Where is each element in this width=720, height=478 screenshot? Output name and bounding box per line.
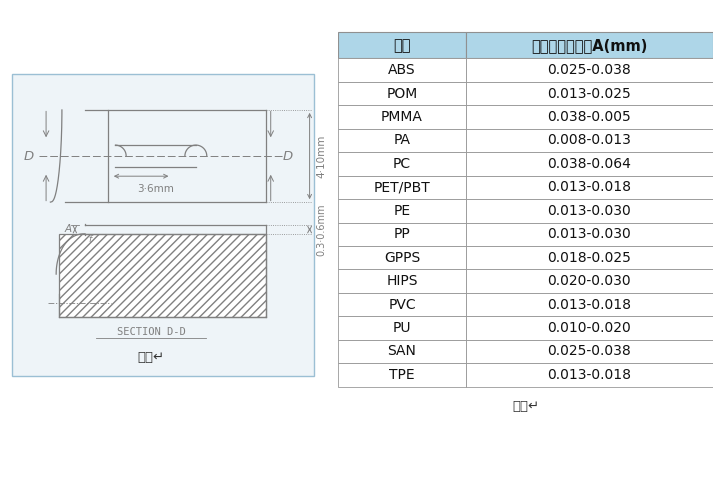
Text: POM: POM bbox=[387, 87, 418, 100]
Bar bbox=[466, 129, 713, 152]
Bar bbox=[338, 82, 466, 105]
Text: 0.025-0.038: 0.025-0.038 bbox=[547, 63, 631, 77]
Bar bbox=[466, 293, 713, 316]
Bar bbox=[466, 223, 713, 246]
Text: 0.013-0.018: 0.013-0.018 bbox=[547, 180, 631, 195]
Text: 0.013-0.030: 0.013-0.030 bbox=[547, 227, 631, 241]
Text: 胶料: 胶料 bbox=[393, 38, 411, 53]
Bar bbox=[338, 152, 466, 175]
Bar bbox=[466, 199, 713, 223]
Text: D: D bbox=[283, 150, 293, 163]
Text: PVC: PVC bbox=[388, 298, 416, 312]
Bar bbox=[466, 82, 713, 105]
Text: 图一↵: 图一↵ bbox=[138, 351, 165, 364]
Text: 0.013-0.018: 0.013-0.018 bbox=[547, 298, 631, 312]
Text: 0.008-0.013: 0.008-0.013 bbox=[547, 133, 631, 148]
Bar bbox=[466, 152, 713, 175]
Bar bbox=[466, 340, 713, 363]
Text: 排气槽前端尺寸A(mm): 排气槽前端尺寸A(mm) bbox=[531, 38, 647, 53]
Bar bbox=[338, 340, 466, 363]
Text: 0.010-0.020: 0.010-0.020 bbox=[547, 321, 631, 335]
Text: 0.025-0.038: 0.025-0.038 bbox=[547, 345, 631, 358]
Text: D: D bbox=[24, 150, 34, 163]
Text: ABS: ABS bbox=[388, 63, 416, 77]
Text: 0.018-0.025: 0.018-0.025 bbox=[547, 250, 631, 265]
Text: PE: PE bbox=[394, 204, 410, 218]
Bar bbox=[338, 199, 466, 223]
Text: 0.3·0.6mm: 0.3·0.6mm bbox=[317, 203, 327, 256]
Bar bbox=[466, 246, 713, 270]
Text: GPPS: GPPS bbox=[384, 250, 420, 265]
Text: PC: PC bbox=[393, 157, 411, 171]
Text: SECTION D-D: SECTION D-D bbox=[117, 326, 186, 337]
Bar bbox=[338, 270, 466, 293]
Text: 0.013-0.018: 0.013-0.018 bbox=[547, 368, 631, 382]
Text: TPE: TPE bbox=[390, 368, 415, 382]
Text: HIPS: HIPS bbox=[387, 274, 418, 288]
Bar bbox=[59, 234, 266, 317]
Text: 0.020-0.030: 0.020-0.030 bbox=[547, 274, 631, 288]
Bar bbox=[338, 129, 466, 152]
Text: PET/PBT: PET/PBT bbox=[374, 180, 431, 195]
Bar bbox=[466, 32, 713, 58]
Text: SAN: SAN bbox=[387, 345, 416, 358]
Bar bbox=[466, 316, 713, 340]
Bar bbox=[338, 58, 466, 82]
Bar bbox=[338, 363, 466, 387]
Text: 表一↵: 表一↵ bbox=[512, 401, 539, 413]
Bar bbox=[338, 246, 466, 270]
Bar bbox=[338, 223, 466, 246]
Bar bbox=[338, 293, 466, 316]
Text: 0.013-0.025: 0.013-0.025 bbox=[547, 87, 631, 100]
Text: 0.038-0.064: 0.038-0.064 bbox=[547, 157, 631, 171]
Text: 4·10mm: 4·10mm bbox=[317, 134, 327, 178]
Bar bbox=[466, 270, 713, 293]
Text: PMMA: PMMA bbox=[381, 110, 423, 124]
Text: f: f bbox=[89, 235, 91, 244]
Text: A: A bbox=[64, 225, 71, 235]
Bar bbox=[466, 105, 713, 129]
Text: PA: PA bbox=[394, 133, 410, 148]
Text: PU: PU bbox=[393, 321, 411, 335]
Bar bbox=[466, 58, 713, 82]
Text: 3·6mm: 3·6mm bbox=[137, 184, 174, 194]
Bar bbox=[338, 105, 466, 129]
Text: 0.013-0.030: 0.013-0.030 bbox=[547, 204, 631, 218]
Text: 0.038-0.005: 0.038-0.005 bbox=[547, 110, 631, 124]
Text: PP: PP bbox=[394, 227, 410, 241]
Bar bbox=[338, 175, 466, 199]
Bar bbox=[338, 316, 466, 340]
Bar bbox=[466, 363, 713, 387]
Bar bbox=[338, 32, 466, 58]
Bar bbox=[466, 175, 713, 199]
